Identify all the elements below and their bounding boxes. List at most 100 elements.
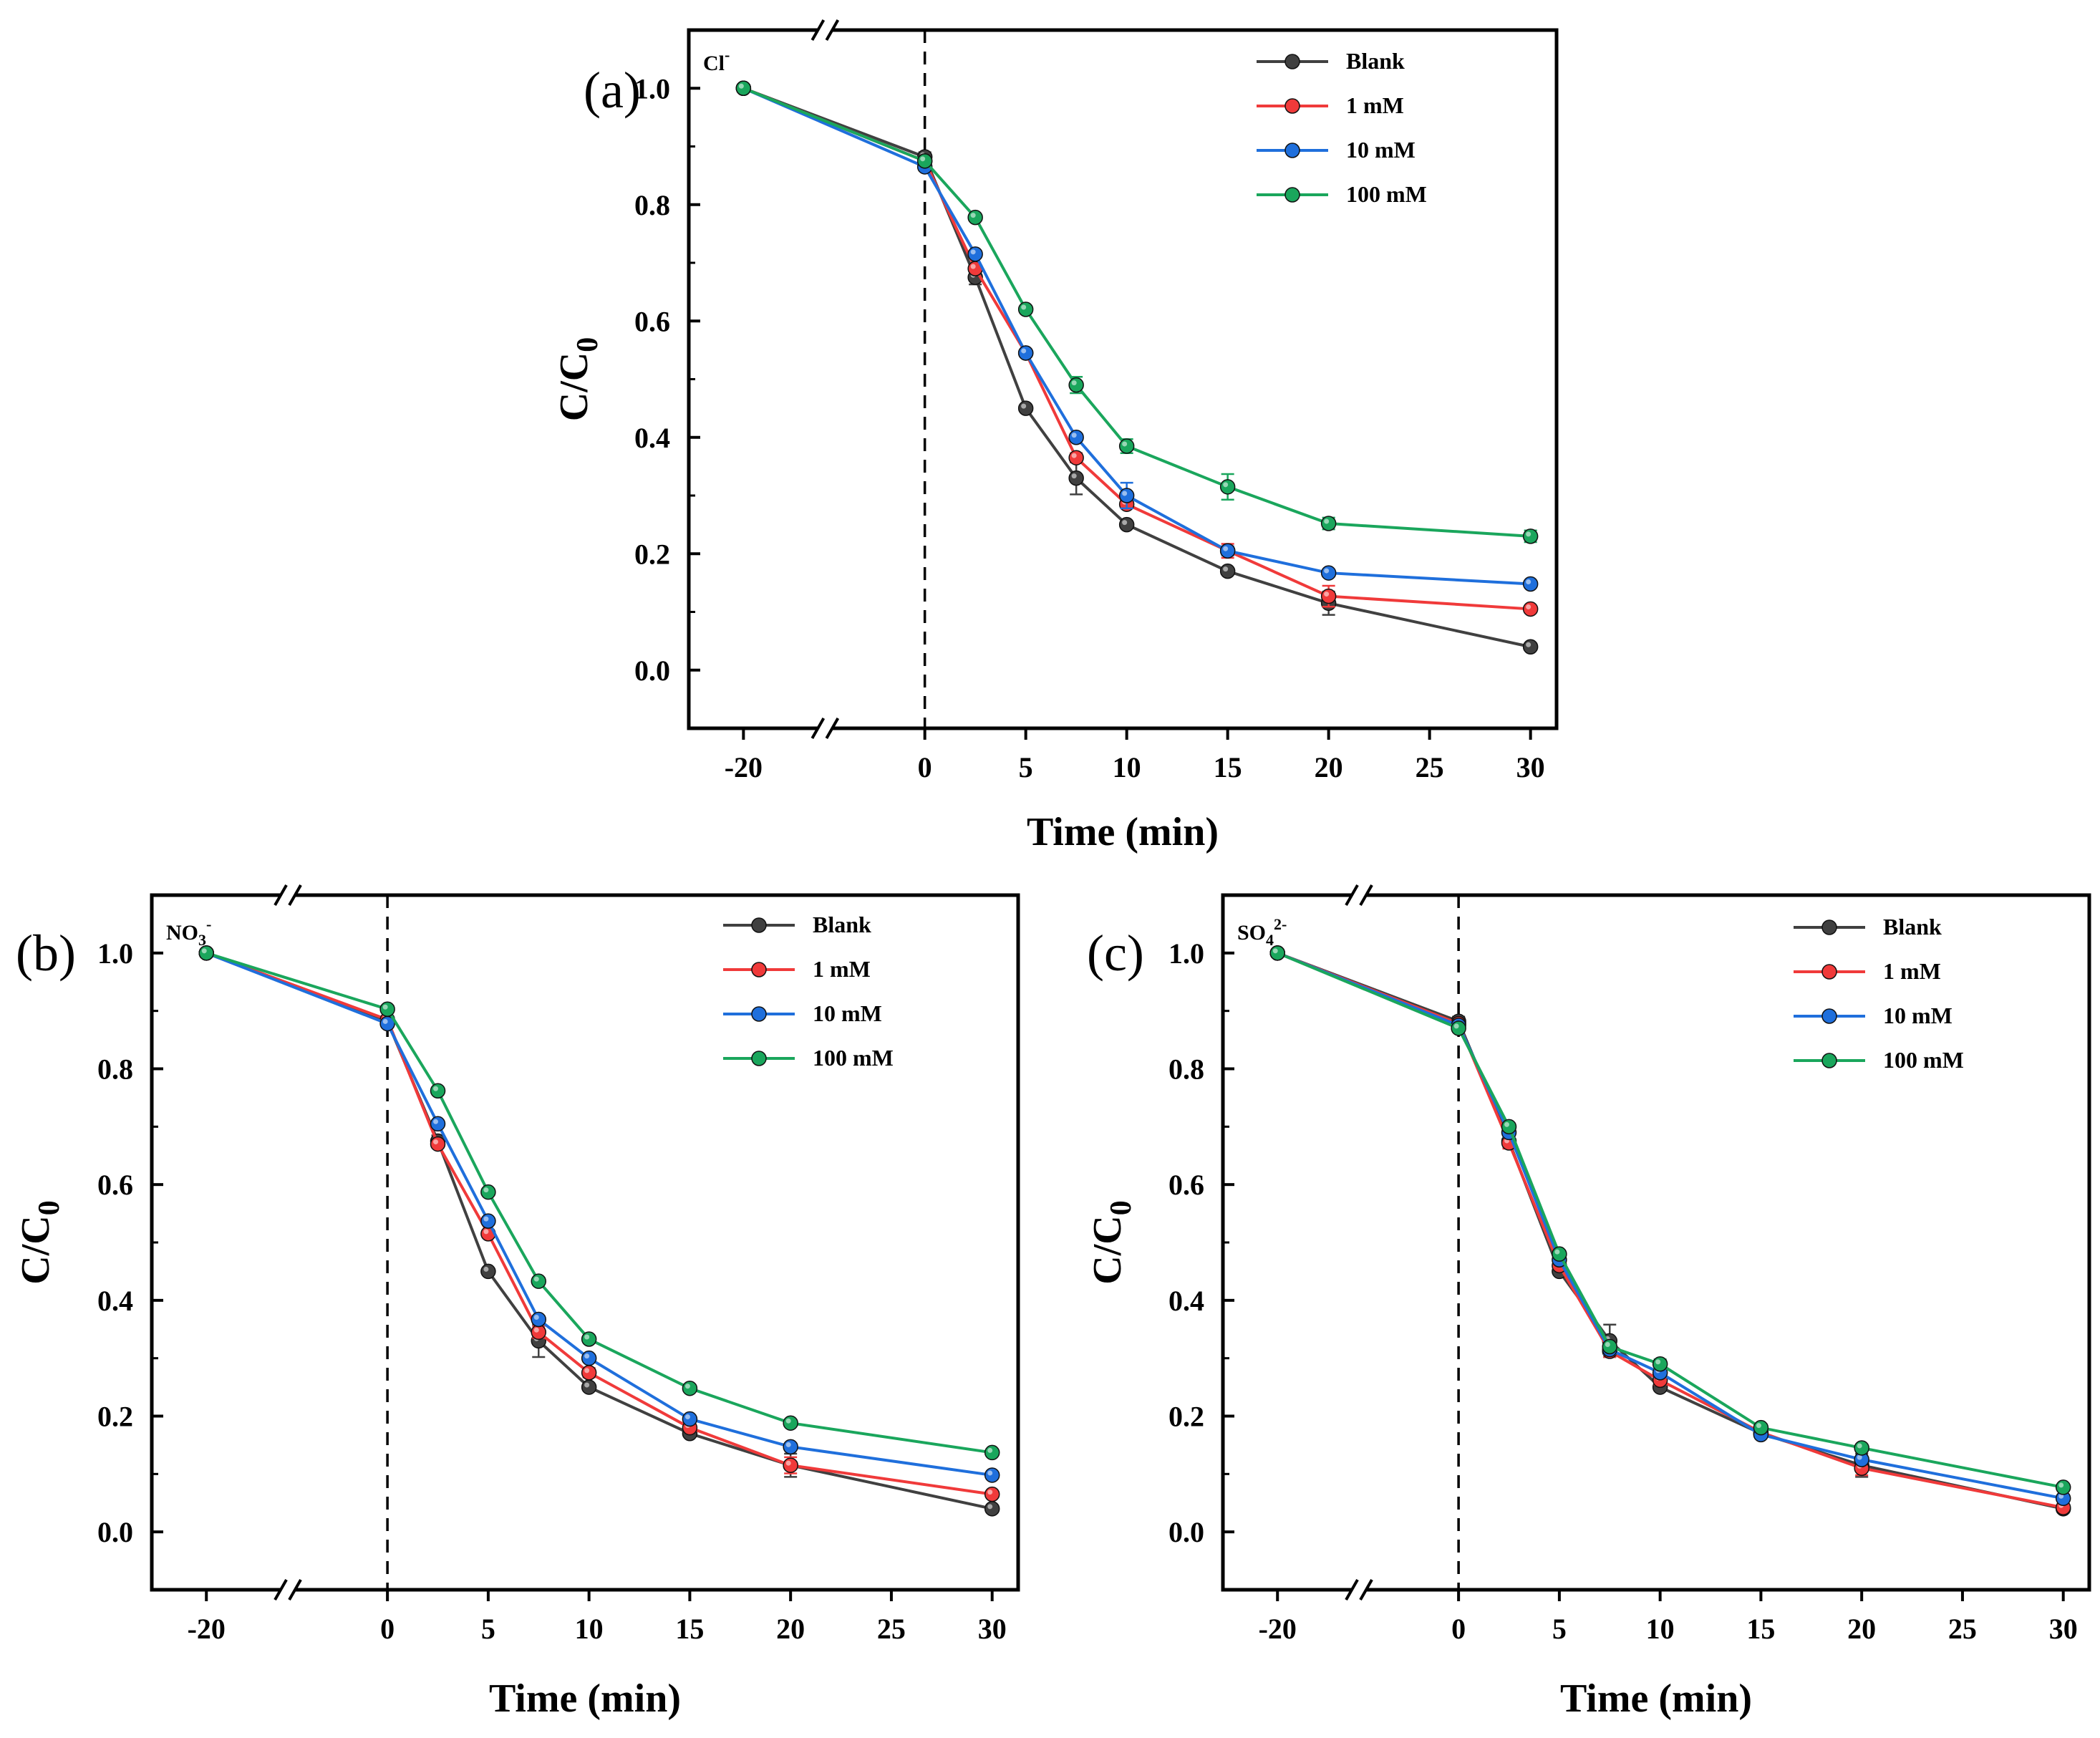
x-tick-label: 30 xyxy=(1516,751,1545,783)
x-axis-title: Time (min) xyxy=(1027,810,1219,854)
series-1-mm: 1 mM xyxy=(1269,945,2071,1515)
data-point xyxy=(581,1331,597,1347)
data-point-highlight xyxy=(1453,1023,1459,1029)
axis-break-gap xyxy=(281,884,296,907)
data-point xyxy=(1118,438,1135,454)
x-tick-label: 10 xyxy=(1113,751,1141,783)
y-tick-label: 0.0 xyxy=(634,655,670,687)
data-point-highlight xyxy=(1272,948,1278,954)
axis-break-mark xyxy=(1359,1579,1373,1601)
axis-break-mark xyxy=(1345,1579,1359,1601)
data-point xyxy=(967,209,983,226)
legend-swatch-marker xyxy=(1821,919,1837,935)
data-point-highlight xyxy=(920,156,926,162)
legend-label: 1 mM xyxy=(1346,92,1404,118)
y-axis-title-subscript: 0 xyxy=(571,337,604,352)
ion-subscript: 3 xyxy=(198,931,206,949)
data-point-highlight xyxy=(1526,579,1532,584)
x-tick-label: 20 xyxy=(1315,751,1343,783)
data-point xyxy=(984,1501,1000,1517)
x-tick-label: 15 xyxy=(1746,1613,1775,1645)
data-point xyxy=(1522,528,1539,544)
x-tick-label: -20 xyxy=(725,751,763,783)
series-100-mm: 100 mM xyxy=(735,80,1539,544)
x-tick-label: -20 xyxy=(1259,1613,1297,1645)
data-point xyxy=(1522,576,1539,592)
legend-swatch-marker xyxy=(1821,1008,1837,1024)
y-tick-label: 0.0 xyxy=(1168,1516,1204,1548)
data-point-highlight xyxy=(1655,1359,1661,1365)
legend-label: 10 mM xyxy=(813,1000,882,1026)
data-point xyxy=(1269,945,1285,961)
data-point-highlight xyxy=(1021,403,1027,409)
legend-swatch-marker xyxy=(1284,143,1300,158)
ion-superscript: - xyxy=(206,915,211,933)
y-tick-label: 0.6 xyxy=(1168,1169,1204,1201)
y-tick-label: 1.0 xyxy=(97,937,133,970)
data-point-highlight xyxy=(738,83,744,89)
data-point xyxy=(1652,1356,1668,1372)
y-axis-title: C/C0 xyxy=(14,1200,66,1284)
data-point xyxy=(1017,400,1034,416)
data-point-highlight xyxy=(1324,592,1330,597)
y-tick-label: 0.2 xyxy=(634,538,670,570)
y-tick-label: 1.0 xyxy=(634,72,670,105)
data-point-highlight xyxy=(433,1086,439,1091)
data-point-highlight xyxy=(1857,1443,1862,1449)
data-point xyxy=(1451,1020,1466,1036)
series-line xyxy=(205,951,992,1496)
axis-break-mark xyxy=(1359,884,1373,906)
y-axis-title: C/C0 xyxy=(1085,1200,1138,1284)
series-10-mm: 10 mM xyxy=(1269,945,2071,1507)
x-tick-label: 0 xyxy=(380,1613,395,1645)
y-tick-label: 0.4 xyxy=(634,422,670,454)
series-line xyxy=(205,951,993,1510)
data-point-highlight xyxy=(684,1414,690,1420)
data-point xyxy=(1219,563,1236,579)
data-point xyxy=(1320,516,1337,531)
data-point xyxy=(735,80,752,96)
data-point xyxy=(1118,488,1135,503)
x-tick-label: 10 xyxy=(575,1613,604,1645)
ion-label: Cl- xyxy=(703,46,730,75)
data-point xyxy=(430,1083,446,1099)
data-point xyxy=(1602,1338,1618,1355)
legend-swatch-marker xyxy=(1821,964,1837,980)
x-tick-label: 25 xyxy=(1416,751,1444,783)
panel-1: 0.0 0.2 0.4 0.6 0.8 1.0 -20 0 5 10 15 20 25 30 Time (m… xyxy=(552,19,1559,854)
series-line xyxy=(1277,951,2064,1500)
data-point-highlight xyxy=(483,1266,489,1272)
data-point xyxy=(1219,479,1236,495)
panel-letter: (c) xyxy=(1087,924,1144,982)
x-tick-label: 0 xyxy=(1451,1613,1466,1645)
data-point xyxy=(1068,430,1084,445)
x-tick-label: 20 xyxy=(776,1613,805,1645)
data-point-highlight xyxy=(1223,482,1229,488)
legend-label: 1 mM xyxy=(1883,958,1941,984)
x-tick-label: -20 xyxy=(188,1613,226,1645)
y-tick-label: 1.0 xyxy=(1168,937,1204,970)
x-tick-label: 0 xyxy=(918,751,932,783)
x-tick-label: 25 xyxy=(1948,1613,1977,1645)
data-point xyxy=(1753,1419,1769,1436)
data-point-highlight xyxy=(1324,568,1330,574)
data-point-highlight xyxy=(1071,473,1077,479)
ion-subscript: 4 xyxy=(1266,931,1274,949)
y-tick-label: 0.4 xyxy=(1168,1285,1204,1317)
series-1-mm: 1 mM xyxy=(735,80,1539,617)
legend-swatch-marker xyxy=(751,1006,767,1022)
series-10-mm: 10 mM xyxy=(735,80,1539,592)
data-point-highlight xyxy=(1021,304,1027,310)
data-point xyxy=(1017,345,1034,361)
axis-break-mark xyxy=(288,884,302,906)
y-tick-label: 0.2 xyxy=(97,1401,133,1433)
data-point xyxy=(984,1444,1000,1461)
data-point-highlight xyxy=(1071,433,1077,438)
data-point-highlight xyxy=(785,1442,791,1447)
axis-break-gap xyxy=(818,19,833,42)
legend-label: 100 mM xyxy=(1883,1047,1964,1073)
x-tick-label: 30 xyxy=(978,1613,1007,1645)
data-point xyxy=(1068,470,1084,486)
data-point xyxy=(1320,588,1337,604)
data-point-highlight xyxy=(433,1139,439,1145)
